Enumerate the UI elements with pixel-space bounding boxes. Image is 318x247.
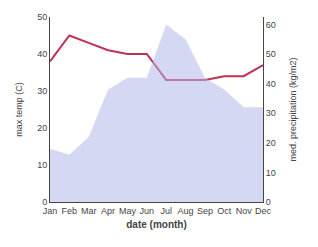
svg-text:Apr: Apr: [101, 206, 115, 216]
svg-text:60: 60: [266, 20, 276, 30]
svg-text:10: 10: [266, 168, 276, 178]
svg-text:May: May: [119, 206, 137, 216]
svg-text:Aug: Aug: [178, 206, 194, 216]
svg-text:max temp (C): max temp (C): [14, 82, 24, 137]
svg-text:Dec: Dec: [255, 206, 272, 216]
svg-text:20: 20: [266, 138, 276, 148]
svg-text:30: 30: [266, 108, 276, 118]
svg-text:Nov: Nov: [236, 206, 253, 216]
svg-text:Oct: Oct: [217, 206, 232, 216]
svg-text:40: 40: [37, 49, 47, 59]
svg-text:0: 0: [42, 197, 47, 207]
svg-text:Mar: Mar: [81, 206, 97, 216]
svg-text:50: 50: [37, 12, 47, 22]
svg-text:50: 50: [266, 49, 276, 59]
svg-text:Sep: Sep: [197, 206, 213, 216]
svg-text:0: 0: [266, 197, 271, 207]
svg-text:med. precipitation (kg/m2): med. precipitation (kg/m2): [288, 57, 298, 161]
svg-text:30: 30: [37, 86, 47, 96]
svg-text:Jul: Jul: [160, 206, 172, 216]
svg-text:Feb: Feb: [62, 206, 78, 216]
svg-text:20: 20: [37, 123, 47, 133]
svg-text:date (month): date (month): [126, 219, 187, 230]
svg-text:Jun: Jun: [140, 206, 155, 216]
svg-text:10: 10: [37, 160, 47, 170]
svg-text:40: 40: [266, 79, 276, 89]
svg-text:Jan: Jan: [43, 206, 58, 216]
